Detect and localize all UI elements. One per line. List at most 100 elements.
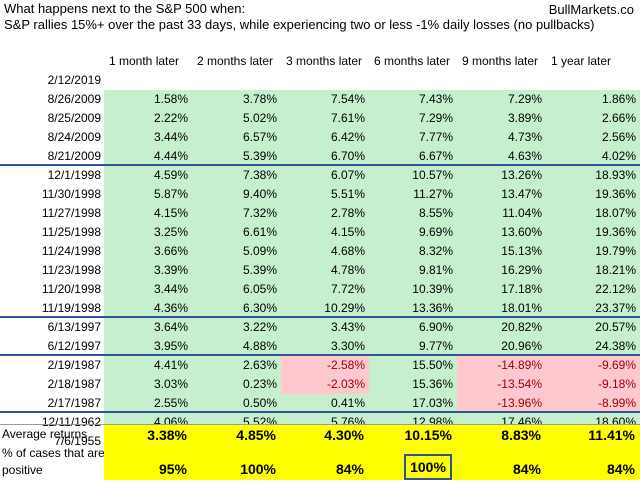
table-row: 2/12/2019 [0,71,640,90]
table-row: 8/26/2009 1.58% 3.78% 7.54% 7.43% 7.29% 1.86% [0,90,640,109]
return-cell: -2.03% [281,375,369,394]
return-cell: 7.29% [369,109,457,128]
return-cell: 7.38% [192,166,281,185]
return-cell: 3.03% [104,375,192,394]
summary-cell: 84% [546,445,640,480]
return-cell [192,71,281,90]
row-date: 6/12/1997 [0,337,104,356]
summary-cell: 84% [457,445,546,480]
table-row: 11/30/1998 5.87% 9.40% 5.51% 11.27% 13.47% 19.… [0,185,640,204]
return-cell: 15.50% [369,356,457,375]
summary-cell: 95% [104,445,192,480]
title-line-2: S&P rallies 15%+ over the past 33 days, … [4,17,595,32]
return-cell: 4.15% [281,223,369,242]
return-cell: 9.81% [369,261,457,280]
return-cell: 10.39% [369,280,457,299]
return-cell: 11.27% [369,185,457,204]
table-row: 2/18/1987 3.03% 0.23% -2.03% 15.36% -13.54% -9… [0,375,640,394]
row-date: 2/17/1987 [0,394,104,413]
return-cell: 8.55% [369,204,457,223]
return-cell: 18.93% [546,166,640,185]
row-date: 11/19/1998 [0,299,104,318]
return-cell: -13.96% [457,394,546,413]
return-cell: 4.68% [281,242,369,261]
row-date: 6/13/1997 [47,320,101,334]
return-cell: 13.36% [369,299,457,318]
row-date: 8/24/2009 [47,130,101,144]
return-cell: -8.99% [546,394,640,413]
return-cell: 18.21% [546,261,640,280]
return-cell [457,71,546,90]
summary-cell: 3.38% [104,425,192,445]
summary-cell: 11.41% [546,425,640,445]
return-cell: -9.18% [546,375,640,394]
return-cell: 7.29% [457,90,546,109]
table-row: 12/1/1998 4.59% 7.38% 6.07% 10.57% 13.26% 18.9… [0,166,640,185]
summary-cell: 10.15% [369,425,457,445]
summary-cell: 8.83% [457,425,546,445]
row-date: 8/26/2009 [47,92,101,106]
return-cell: -2.58% [281,356,369,375]
return-cell: 7.32% [192,204,281,223]
return-cell: 4.15% [104,204,192,223]
highlighted-cell: 100% [404,454,452,480]
return-cell: 1.58% [104,90,192,109]
table-row: 11/25/1998 3.25% 6.61% 4.15% 9.69% 13.60% 19.3… [0,223,640,242]
return-cell: 3.39% [104,261,192,280]
row-date: 12/1/1998 [47,168,101,182]
summary-cell: 84% [281,445,369,480]
return-cell: 5.09% [192,242,281,261]
header-row: 1 month later 2 months later 3 months la… [0,52,640,71]
table-row: 11/19/1998 4.36% 6.30% 10.29% 13.36% 18.01% 23… [0,299,640,318]
return-cell: 17.18% [457,280,546,299]
return-cell: 23.37% [546,299,640,318]
row-date: 7/6/1955 [54,434,101,448]
return-cell: 4.73% [457,128,546,147]
summary-cell: 100% [192,445,281,480]
row-date: 11/24/1998 [41,244,101,258]
return-cell: 6.67% [369,147,457,166]
return-cell: 4.59% [104,166,192,185]
row-date: 11/30/1998 [41,187,101,201]
return-cell: 7.77% [369,128,457,147]
return-cell: 6.70% [281,147,369,166]
return-cell: 15.36% [369,375,457,394]
return-cell: 4.63% [457,147,546,166]
column-header: 1 month later [109,54,180,68]
table-row: 11/24/1998 3.66% 5.09% 4.68% 8.32% 15.13% 19.7… [0,242,640,261]
summary-cell: 100% [369,445,457,480]
return-cell: 19.36% [546,223,640,242]
table-row: 2/17/1987 2.55% 0.50% 0.41% 17.03% -13.96% -8.… [0,394,640,413]
return-cell: 6.90% [369,318,457,337]
table-row: 2/19/1987 4.41% 2.63% -2.58% 15.50% -14.89% -9… [0,356,640,375]
return-cell: 3.25% [104,223,192,242]
return-cell: 20.57% [546,318,640,337]
return-cell: 2.56% [546,128,640,147]
return-cell: 3.30% [281,337,369,356]
return-cell: 0.50% [192,394,281,413]
return-cell: 9.69% [369,223,457,242]
return-cell: 4.36% [104,299,192,318]
row-date: 8/25/2009 [47,111,101,125]
column-header: 1 year later [551,54,612,68]
return-cell: 20.96% [457,337,546,356]
return-cell: 5.39% [192,261,281,280]
return-cell: -13.54% [457,375,546,394]
return-cell: -9.69% [546,356,640,375]
return-cell: 3.89% [457,109,546,128]
return-cell: 4.78% [281,261,369,280]
return-cell: 6.30% [192,299,281,318]
table-row: 11/27/1998 4.15% 7.32% 2.78% 8.55% 11.04% 18.0… [0,204,640,223]
row-date: 11/20/1998 [41,282,101,296]
return-cell: 13.60% [457,223,546,242]
table-body: 2/12/2019 8/26/2009 1.58% 3.78% 7.54% 7.43% 7.… [0,71,640,451]
return-cell: 9.40% [192,185,281,204]
return-cell: 10.29% [281,299,369,318]
brand-label: BullMarkets.co [548,2,634,17]
table-row: 6/13/1997 3.64% 3.22% 3.43% 6.90% 20.82% 20.57… [0,318,640,337]
percent-positive-label-2: positive [2,463,43,477]
return-cell: 22.12% [546,280,640,299]
return-cell: 16.29% [457,261,546,280]
return-cell: 4.02% [546,147,640,166]
row-date: 11/25/1998 [41,225,101,239]
